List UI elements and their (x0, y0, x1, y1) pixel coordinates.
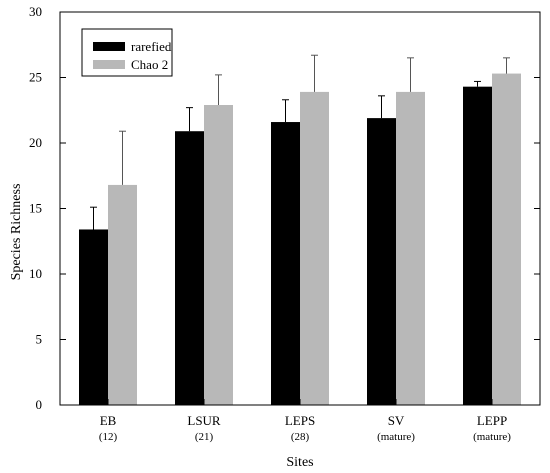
bar-chao-2-leps (300, 91, 329, 405)
bar-chao-2-lsur (204, 105, 233, 405)
y-axis-title: Species Richness (9, 184, 24, 281)
y-tick-label: 25 (29, 70, 42, 85)
legend-swatch-rarefied (93, 42, 125, 51)
y-tick-label: 30 (29, 4, 42, 19)
x-category-sublabel: (mature) (473, 431, 511, 443)
x-category-label: EB (100, 413, 117, 428)
bar-rarefied-leps (271, 122, 300, 405)
x-category-sublabel: (mature) (377, 431, 415, 443)
x-axis: EB (12) LSUR (21) LEPS (28) SV (mature) LEPP (mat… (99, 399, 511, 443)
bar-chao-2-sv (396, 91, 425, 405)
legend-swatch-chao2 (93, 60, 125, 69)
x-category-sublabel: (12) (99, 431, 118, 443)
y-tick-label: 15 (29, 201, 42, 216)
legend-label-chao2: Chao 2 (131, 57, 168, 72)
x-category-label: LSUR (187, 413, 221, 428)
legend-label-rarefied: rarefied (131, 39, 172, 54)
legend: rarefied Chao 2 (81, 28, 173, 77)
x-category-label: LEPS (285, 413, 315, 428)
bar-rarefied-sv (367, 118, 396, 406)
x-axis-title: Sites (286, 455, 313, 470)
x-category-sublabel: (28) (291, 431, 310, 443)
y-tick-label: 5 (36, 332, 43, 347)
y-tick-label: 10 (29, 266, 42, 281)
y-tick-label: 20 (29, 135, 42, 150)
bar-chao-2-eb (108, 184, 137, 405)
chart-marks (79, 54, 521, 406)
y-tick-label: 0 (36, 397, 43, 412)
x-category-sublabel: (21) (195, 431, 214, 443)
bar-chao-2-lepp (492, 73, 521, 405)
bar-rarefied-lepp (463, 86, 492, 406)
x-category-label: SV (388, 413, 405, 428)
y-axis: 0 5 10 15 20 25 30 (29, 4, 540, 412)
x-category-label: LEPP (477, 413, 507, 428)
bar-rarefied-eb (79, 229, 108, 405)
bar-rarefied-lsur (175, 131, 204, 405)
